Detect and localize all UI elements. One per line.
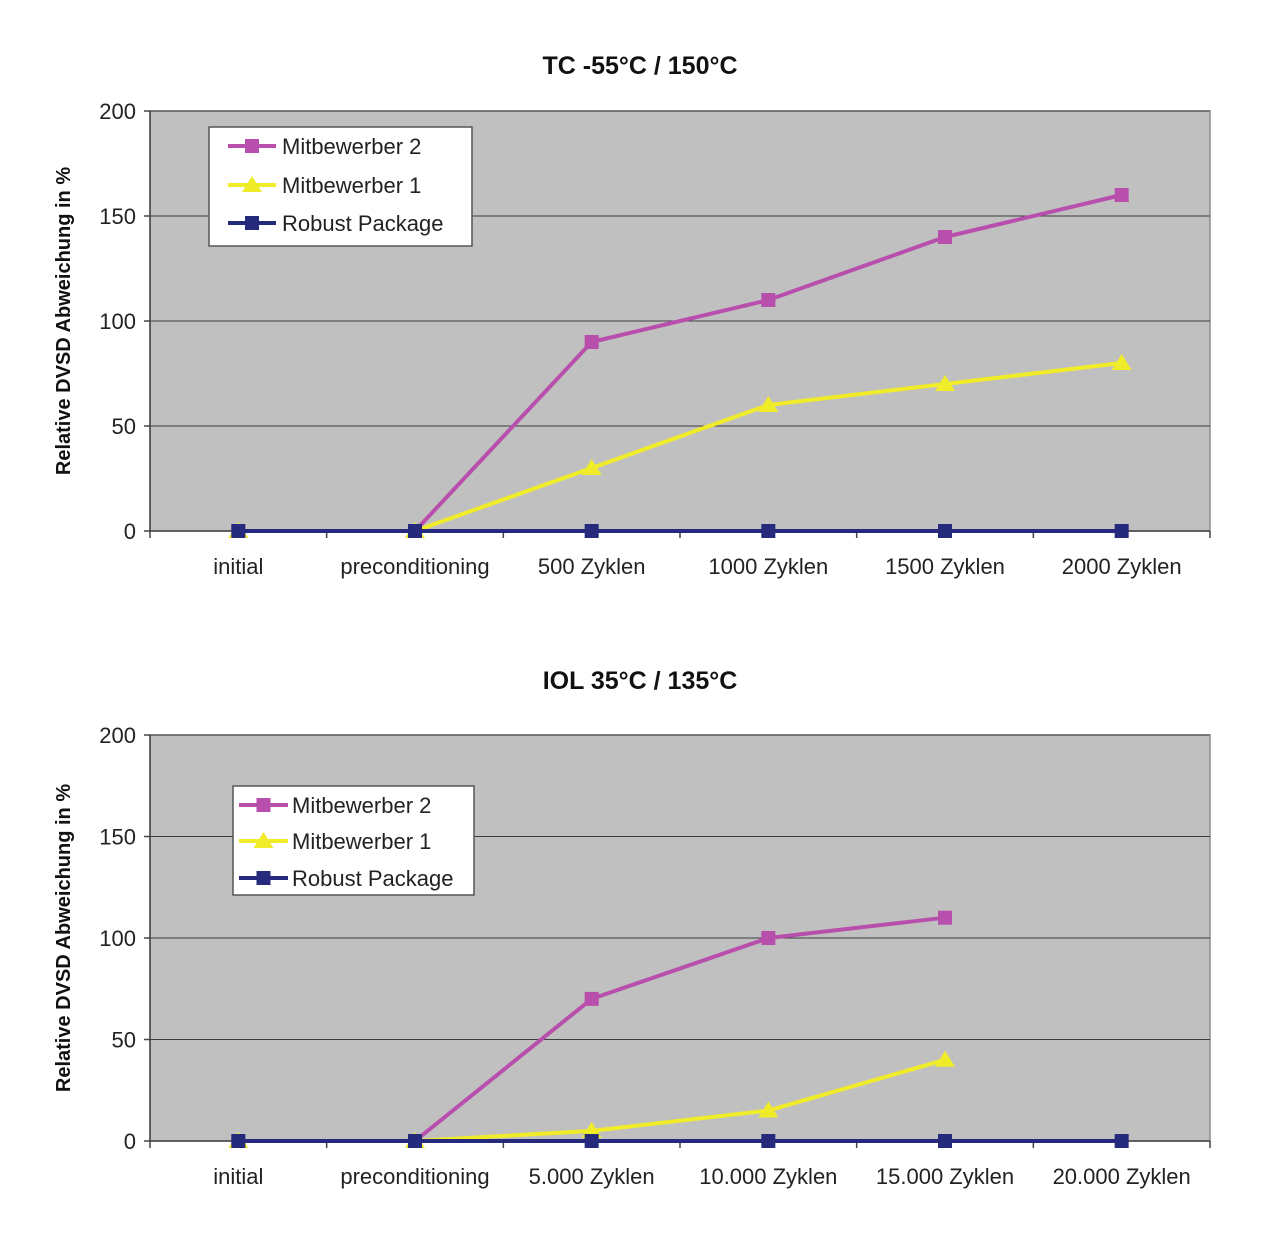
data-point [231,524,246,538]
legend-label: Robust Package [292,866,453,891]
data-point [758,1101,779,1118]
data-point [761,293,776,307]
data-point [935,1050,955,1067]
legend: Mitbewerber 2 Mitbewerber 1 Robust Package [208,126,473,247]
data-point [581,1121,602,1138]
chart-1: TC -55°C / 150°C 0 50 100 150 200 initial preco… [53,52,1211,579]
x-tick-label: 5.000 Zyklen [529,1164,655,1189]
legend-marker [245,216,259,230]
data-point [408,524,422,538]
series-robust-package [231,1134,1129,1148]
y-axis-label: Relative DVSD Abweichung in % [53,167,75,475]
data-point [584,524,599,538]
x-tick-label: initial [213,554,263,579]
legend-marker [245,139,259,153]
legend-marker [253,832,274,848]
y-tick-label: 150 [99,204,136,229]
legend-label: Mitbewerber 1 [282,173,421,198]
data-point [584,991,599,1006]
data-point [761,1134,776,1148]
chart-title: TC -55°C / 150°C [542,52,737,80]
chart-2: IOL 35°C / 135°C 0 50 100 150 200 initial preco… [53,667,1211,1189]
x-tick-label: 1500 Zyklen [885,554,1005,579]
data-point [938,230,952,244]
legend-marker [242,176,262,192]
data-point [761,931,776,945]
data-point [1114,188,1129,202]
legend-label: Mitbewerber 2 [282,134,421,159]
y-tick-label: 50 [112,414,136,439]
y-tick-label: 50 [112,1028,136,1053]
x-tick-label: preconditioning [340,1164,489,1189]
data-point [938,910,952,925]
y-axis-label: Relative DVSD Abweichung in % [53,784,75,1092]
series-robust-package [231,524,1129,538]
data-point [1114,524,1129,538]
y-tick-label: 150 [99,825,136,850]
x-tick-label: initial [213,1164,263,1189]
x-tick-label: 10.000 Zyklen [699,1164,837,1189]
y-tick-label: 200 [99,99,136,124]
data-point [758,396,779,412]
data-point [1114,1134,1129,1148]
data-point [935,375,955,391]
x-tick-label: preconditioning [340,554,489,579]
y-tick-label: 100 [99,309,136,334]
y-tick-label: 100 [99,926,136,951]
x-tick-label: 20.000 Zyklen [1053,1164,1191,1189]
data-point [408,1134,422,1148]
legend-marker [256,871,271,885]
legend-marker [256,798,271,812]
data-point [938,524,952,538]
legend-label: Robust Package [282,211,443,236]
legend: Mitbewerber 2 Mitbewerber 1 Robust Package [232,785,475,896]
legend-label: Mitbewerber 1 [292,829,431,854]
y-tick-label: 0 [124,519,136,544]
y-tick-label: 200 [99,723,136,748]
data-point [584,335,599,349]
data-point [938,1134,952,1148]
y-tick-label: 0 [124,1129,136,1154]
x-tick-label: 1000 Zyklen [708,554,828,579]
data-point [1111,354,1132,370]
data-point [231,1134,246,1148]
legend-label: Mitbewerber 2 [292,793,431,818]
x-tick-label: 2000 Zyklen [1062,554,1182,579]
data-point [761,524,776,538]
x-tick-label: 15.000 Zyklen [876,1164,1014,1189]
x-tick-label: 500 Zyklen [538,554,646,579]
data-point [581,459,602,475]
chart-title: IOL 35°C / 135°C [543,667,738,695]
data-point [584,1134,599,1148]
